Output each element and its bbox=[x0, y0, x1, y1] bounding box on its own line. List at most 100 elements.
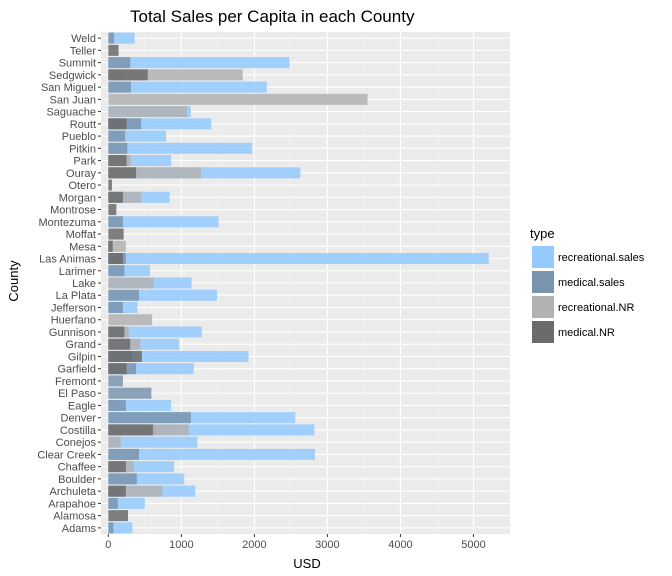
y-tick-label: Montrose bbox=[50, 205, 96, 217]
bar-medical-NR-alamosa bbox=[108, 510, 129, 522]
y-tick-label: Weld bbox=[71, 33, 96, 45]
y-tick-label: Fremont bbox=[55, 376, 96, 388]
bar-recreational-sales-routt bbox=[108, 118, 212, 130]
bar-medical-NR-gilpin bbox=[108, 350, 142, 362]
bar-medical-sales-san-miguel bbox=[108, 81, 131, 93]
bar-medical-sales-eagle bbox=[108, 399, 126, 411]
legend-label: recreational.NR bbox=[558, 302, 634, 314]
bar-medical-NR-grand bbox=[108, 338, 131, 350]
bar-medical-sales-jefferson bbox=[108, 301, 123, 313]
bar-medical-sales-pitkin bbox=[108, 142, 128, 154]
y-tick-label: Jefferson bbox=[51, 302, 96, 314]
legend: type recreational.sales medical.sales recr… bbox=[530, 226, 645, 343]
bar-recreational-sales-la-plata bbox=[108, 289, 218, 301]
y-tick-label: Arapahoe bbox=[48, 498, 96, 510]
bar-recreational-sales-costilla bbox=[108, 424, 315, 436]
bar-recreational-NR-san-juan bbox=[108, 93, 368, 105]
bar-recreational-NR-sedgwick bbox=[108, 69, 243, 81]
bar-medical-sales-weld bbox=[108, 32, 115, 44]
y-tick-label: Morgan bbox=[59, 192, 96, 204]
bar-medical-NR-otero bbox=[108, 179, 112, 191]
bar-recreational-sales-adams bbox=[108, 522, 133, 534]
chart-title: Total Sales per Capita in each County bbox=[130, 7, 415, 26]
y-tick-label: Alamosa bbox=[53, 511, 97, 523]
x-tick-label: 1000 bbox=[169, 539, 193, 551]
y-tick-label: Park bbox=[73, 156, 96, 168]
y-tick-label: Clear Creek bbox=[37, 449, 96, 461]
bar-recreational-sales-pueblo bbox=[108, 130, 167, 142]
bar-recreational-sales-arapahoe bbox=[108, 497, 145, 509]
bars bbox=[108, 32, 489, 534]
bar-medical-sales-summit bbox=[108, 57, 131, 69]
legend-swatch bbox=[532, 246, 554, 268]
bar-recreational-sales-ouray bbox=[108, 167, 301, 179]
y-tick-label: Gilpin bbox=[68, 351, 96, 363]
y-tick-label: Chaffee bbox=[58, 462, 96, 474]
bar-recreational-sales-eagle bbox=[108, 399, 172, 411]
bar-medical-NR-costilla bbox=[108, 424, 153, 436]
y-tick-label: Pitkin bbox=[69, 143, 96, 155]
bar-medical-NR-garfield bbox=[108, 363, 127, 375]
y-tick-label: Denver bbox=[61, 413, 97, 425]
y-tick-label: Summit bbox=[59, 58, 96, 70]
bar-medical-NR-montrose bbox=[108, 204, 117, 216]
bar-recreational-sales-boulder bbox=[108, 473, 185, 485]
x-tick-label: 5000 bbox=[461, 539, 485, 551]
y-tick-label: Ouray bbox=[66, 168, 96, 180]
legend-label: medical.sales bbox=[558, 277, 625, 289]
bar-recreational-sales-gilpin bbox=[108, 350, 249, 362]
y-tick-label: Teller bbox=[70, 45, 97, 57]
y-tick-label: Garfield bbox=[57, 364, 96, 376]
bar-recreational-NR-lake bbox=[108, 277, 154, 289]
x-tick-label: 4000 bbox=[388, 539, 412, 551]
bar-recreational-NR-huerfano bbox=[108, 314, 153, 326]
bar-medical-NR-routt bbox=[108, 118, 127, 130]
bar-recreational-sales-chaffee bbox=[108, 461, 175, 473]
y-tick-label: Gunnison bbox=[49, 327, 96, 339]
bar-medical-NR-mesa bbox=[108, 240, 113, 252]
bar-recreational-NR-archuleta bbox=[108, 485, 163, 497]
y-tick-label: Routt bbox=[70, 119, 96, 131]
bar-recreational-sales-conejos bbox=[108, 436, 198, 448]
bar-recreational-sales-gunnison bbox=[108, 326, 202, 338]
x-tick-label: 0 bbox=[105, 539, 111, 551]
bar-medical-NR-gunnison bbox=[108, 326, 125, 338]
bar-medical-sales-la-plata bbox=[108, 289, 139, 301]
legend-swatch bbox=[532, 321, 554, 343]
legend-swatch bbox=[532, 271, 554, 293]
y-tick-label: Adams bbox=[62, 523, 97, 535]
bar-medical-sales-clear-creek bbox=[108, 448, 139, 460]
grid-lines bbox=[101, 32, 510, 534]
bar-recreational-sales-pitkin bbox=[108, 142, 253, 154]
bar-medical-sales-pueblo bbox=[108, 130, 126, 142]
bar-recreational-sales-san-miguel bbox=[108, 81, 267, 93]
y-tick-label: Las Animas bbox=[39, 254, 96, 266]
bar-recreational-sales-clear-creek bbox=[108, 448, 315, 460]
y-tick-label: Sedgwick bbox=[49, 70, 97, 82]
x-tick-label: 3000 bbox=[315, 539, 339, 551]
bar-recreational-sales-park bbox=[108, 155, 172, 167]
bar-recreational-sales-las-animas bbox=[108, 253, 489, 265]
bar-medical-NR-las-animas bbox=[108, 253, 123, 265]
bar-medical-NR-ouray bbox=[108, 167, 137, 179]
x-tick-label: 2000 bbox=[242, 539, 266, 551]
y-tick-label: San Juan bbox=[50, 94, 96, 106]
y-tick-label: Huerfano bbox=[51, 315, 96, 327]
legend-swatch bbox=[532, 296, 554, 318]
bar-medical-NR-chaffee bbox=[108, 461, 126, 473]
bar-medical-sales-larimer bbox=[108, 265, 125, 277]
y-tick-label: San Miguel bbox=[41, 82, 96, 94]
bar-recreational-sales-summit bbox=[108, 57, 290, 69]
y-axis-title: County bbox=[6, 260, 21, 302]
bar-recreational-sales-larimer bbox=[108, 265, 150, 277]
bar-medical-NR-teller bbox=[108, 44, 119, 56]
y-tick-label: Larimer bbox=[59, 266, 97, 278]
y-tick-label: El Paso bbox=[58, 388, 96, 400]
bar-medical-NR-morgan bbox=[108, 191, 123, 203]
y-tick-label: Grand bbox=[65, 339, 96, 351]
legend-label: recreational.sales bbox=[558, 252, 645, 264]
bar-medical-NR-archuleta bbox=[108, 485, 126, 497]
y-tick-label: La Plata bbox=[56, 290, 97, 302]
